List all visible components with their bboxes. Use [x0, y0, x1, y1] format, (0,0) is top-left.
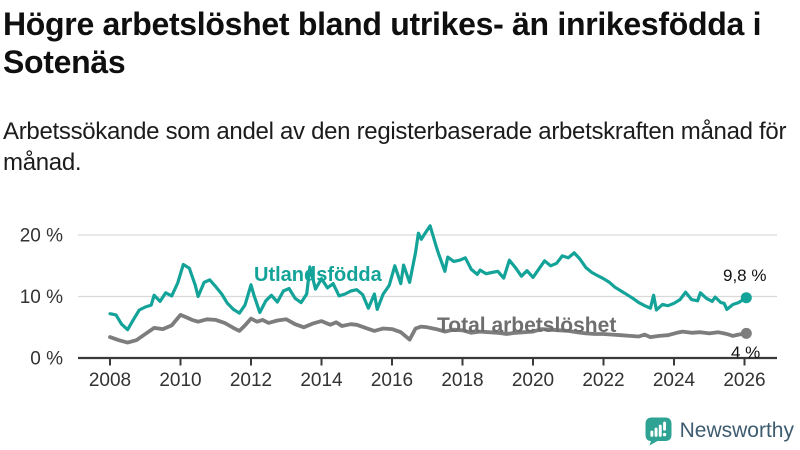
x-tick-label-2024: 2024	[653, 370, 696, 391]
series-label-total: Total arbetslöshet	[437, 314, 617, 337]
x-tick-label-2026: 2026	[723, 370, 765, 391]
total-end-dot	[740, 327, 752, 339]
y-tick-label-20: 20 %	[20, 226, 63, 247]
x-tick-label-2016: 2016	[371, 370, 413, 391]
newsworthy-bar-chart-speech-bubble-icon	[645, 417, 672, 445]
y-tick-label-10: 10 %	[20, 287, 63, 308]
total-line	[108, 312, 749, 345]
utlandsfodda-end-dot	[740, 292, 752, 304]
x-tick-label-2014: 2014	[300, 370, 343, 391]
x-tick-label-2020: 2020	[512, 370, 554, 391]
x-tick-label-2022: 2022	[582, 370, 624, 391]
newsworthy-logo[interactable]: Newsworthy	[645, 416, 794, 446]
x-tick-label-2012: 2012	[230, 370, 272, 391]
x-tick-label-2010: 2010	[159, 370, 201, 391]
end-value-label-total: 4 %	[731, 343, 761, 362]
page-subtitle: Arbetssökande som andel av den registerb…	[3, 118, 787, 176]
page-title: Högre arbetslöshet bland utrikes- än inr…	[3, 6, 762, 80]
y-tick-label-0: 0 %	[30, 349, 63, 370]
series-label-utlandsfodda: Utlandsfödda	[254, 264, 382, 286]
x-tick-label-2018: 2018	[441, 370, 483, 391]
x-tick-label-2008: 2008	[89, 370, 131, 391]
end-value-label-utlandsfodda: 9,8 %	[723, 266, 767, 285]
newsworthy-wordmark: Newsworthy	[679, 419, 794, 442]
utlandsfodda-line	[108, 224, 748, 332]
